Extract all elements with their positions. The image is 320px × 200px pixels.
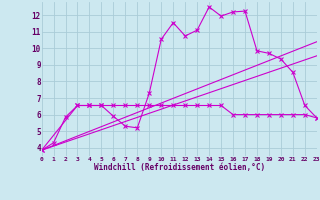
X-axis label: Windchill (Refroidissement éolien,°C): Windchill (Refroidissement éolien,°C) <box>94 163 265 172</box>
